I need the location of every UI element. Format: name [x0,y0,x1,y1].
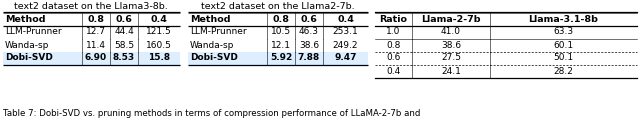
Text: 24.1: 24.1 [441,66,461,75]
Text: Ratio: Ratio [380,15,408,24]
Bar [188,51,368,65]
Text: 0.4: 0.4 [387,66,401,75]
Text: text2 dataset on the Llama2-7b.: text2 dataset on the Llama2-7b. [201,2,355,11]
Text: Dobi-SVD: Dobi-SVD [190,54,238,63]
Text: 0.6: 0.6 [301,15,317,24]
Text: 0.4: 0.4 [150,15,168,24]
Text: 8.53: 8.53 [113,54,135,63]
Text: 15.8: 15.8 [148,54,170,63]
Text: 0.4: 0.4 [337,15,354,24]
Text: 58.5: 58.5 [114,41,134,49]
Text: 50.1: 50.1 [554,54,573,63]
Text: Llama-3.1-8b: Llama-3.1-8b [529,15,598,24]
Text: 0.8: 0.8 [387,41,401,49]
Text: 5.92: 5.92 [270,54,292,63]
Text: 9.47: 9.47 [334,54,356,63]
Text: LLM-Prunner: LLM-Prunner [190,27,246,36]
Text: 10.5: 10.5 [271,27,291,36]
Text: 63.3: 63.3 [554,27,573,36]
Text: 160.5: 160.5 [146,41,172,49]
Text: Table 7: Dobi-SVD vs. pruning methods in terms of compression performance of LLa: Table 7: Dobi-SVD vs. pruning methods in… [3,109,420,118]
Text: 38.6: 38.6 [299,41,319,49]
Text: Wanda-sp: Wanda-sp [190,41,234,49]
Text: 0.8: 0.8 [88,15,104,24]
Text: 41.0: 41.0 [441,27,461,36]
Text: Wanda-sp: Wanda-sp [5,41,49,49]
Text: 11.4: 11.4 [86,41,106,49]
Text: 38.6: 38.6 [441,41,461,49]
Text: 46.3: 46.3 [299,27,319,36]
Bar [3,51,180,65]
Text: 6.90: 6.90 [85,54,107,63]
Text: 12.1: 12.1 [271,41,291,49]
Text: LLM-Prunner: LLM-Prunner [5,27,61,36]
Text: 7.88: 7.88 [298,54,320,63]
Text: 1.0: 1.0 [387,27,401,36]
Text: 253.1: 253.1 [333,27,358,36]
Text: 249.2: 249.2 [333,41,358,49]
Text: 60.1: 60.1 [554,41,573,49]
Text: 27.5: 27.5 [441,54,461,63]
Text: 28.2: 28.2 [554,66,573,75]
Text: 0.8: 0.8 [273,15,289,24]
Text: text2 dataset on the Llama3-8b.: text2 dataset on the Llama3-8b. [14,2,168,11]
Text: Method: Method [5,15,45,24]
Text: Dobi-SVD: Dobi-SVD [5,54,53,63]
Text: 44.4: 44.4 [114,27,134,36]
Text: Llama-2-7b: Llama-2-7b [421,15,481,24]
Text: Method: Method [190,15,230,24]
Text: 12.7: 12.7 [86,27,106,36]
Text: 0.6: 0.6 [387,54,401,63]
Text: 121.5: 121.5 [146,27,172,36]
Text: 0.6: 0.6 [116,15,132,24]
